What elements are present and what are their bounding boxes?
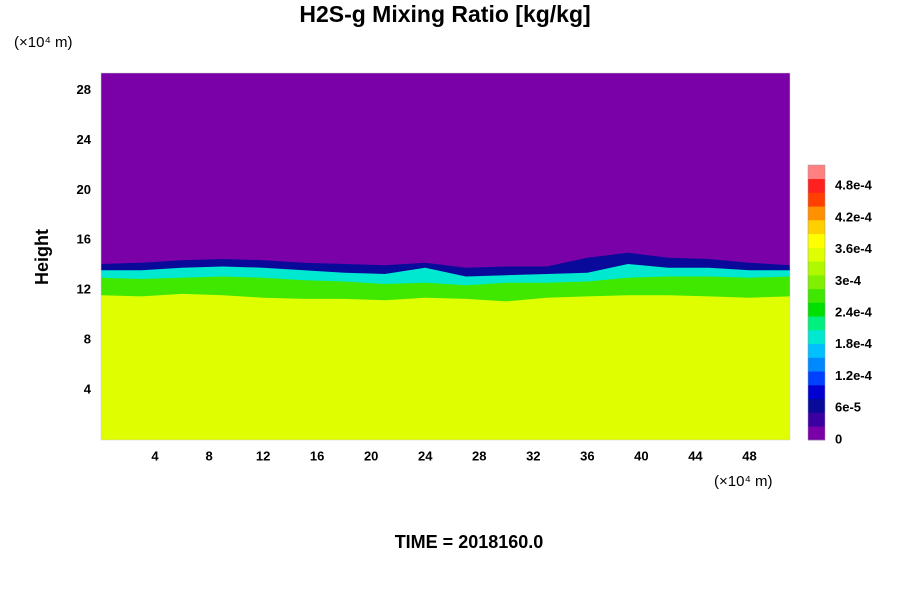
- x-tick-label: 40: [634, 448, 648, 463]
- chart-title: H2S-g Mixing Ratio [kg/kg]: [299, 1, 590, 27]
- plot-frame: [100, 72, 791, 441]
- colorbar-frame: [807, 164, 826, 441]
- x-tick-label: 44: [688, 448, 703, 463]
- y-axis-label: Height: [32, 229, 52, 285]
- colorbar-band: [808, 302, 825, 317]
- x-unit: (×10⁴ m): [714, 473, 773, 490]
- x-tick-label: 48: [742, 448, 756, 463]
- x-tick-label: 32: [526, 448, 540, 463]
- y-tick-label: 16: [77, 232, 91, 247]
- colorbar-band: [808, 398, 825, 413]
- colorbar-tick-label: 4.2e-4: [835, 209, 873, 224]
- colorbar-band: [808, 316, 825, 331]
- x-tick-label: 24: [418, 448, 433, 463]
- x-tick-label: 12: [256, 448, 270, 463]
- y-tick-label: 4: [84, 382, 92, 397]
- colorbar-band: [808, 192, 825, 207]
- y-unit: (×10⁴ m): [14, 34, 73, 51]
- field-layer: [101, 293, 790, 440]
- colorbar-band: [808, 357, 825, 372]
- footer: TIME = 2018160.0: [395, 532, 544, 552]
- colorbar-band: [808, 165, 825, 180]
- colorbar-tick-label: 0: [835, 431, 842, 446]
- colorbar-band: [808, 178, 825, 193]
- colorbar-tick-label: 1.2e-4: [835, 368, 873, 383]
- x-tick-label: 20: [364, 448, 378, 463]
- colorbar-tick-label: 4.8e-4: [835, 178, 873, 193]
- colorbar-band: [808, 206, 825, 221]
- y-tick-label: 8: [84, 332, 91, 347]
- colorbar-band: [808, 288, 825, 303]
- x-tick-label: 8: [205, 448, 212, 463]
- colorbar-band: [808, 261, 825, 276]
- colorbar-band: [808, 220, 825, 235]
- y-tick-label: 24: [77, 132, 92, 147]
- colorbar-band: [808, 371, 825, 386]
- colorbar-band: [808, 330, 825, 345]
- colorbar-band: [808, 343, 825, 358]
- x-tick-label: 28: [472, 448, 486, 463]
- colorbar-band: [808, 247, 825, 262]
- colorbar-band: [808, 233, 825, 248]
- colorbar-tick-label: 6e-5: [835, 400, 861, 415]
- y-tick-label: 28: [77, 82, 91, 97]
- colorbar-tick-label: 3.6e-4: [835, 241, 873, 256]
- y-tick-label: 12: [77, 282, 91, 297]
- x-tick-label: 4: [151, 448, 159, 463]
- x-tick-label: 16: [310, 448, 324, 463]
- colorbar-tick-label: 1.8e-4: [835, 336, 873, 351]
- colorbar-band: [808, 385, 825, 400]
- colorbar-band: [808, 275, 825, 290]
- y-tick-label: 20: [77, 182, 91, 197]
- x-tick-label: 36: [580, 448, 594, 463]
- colorbar-tick-label: 2.4e-4: [835, 305, 873, 320]
- colorbar-tick-label: 3e-4: [835, 273, 862, 288]
- colorbar-band: [808, 412, 825, 427]
- colorbar-band: [808, 426, 825, 441]
